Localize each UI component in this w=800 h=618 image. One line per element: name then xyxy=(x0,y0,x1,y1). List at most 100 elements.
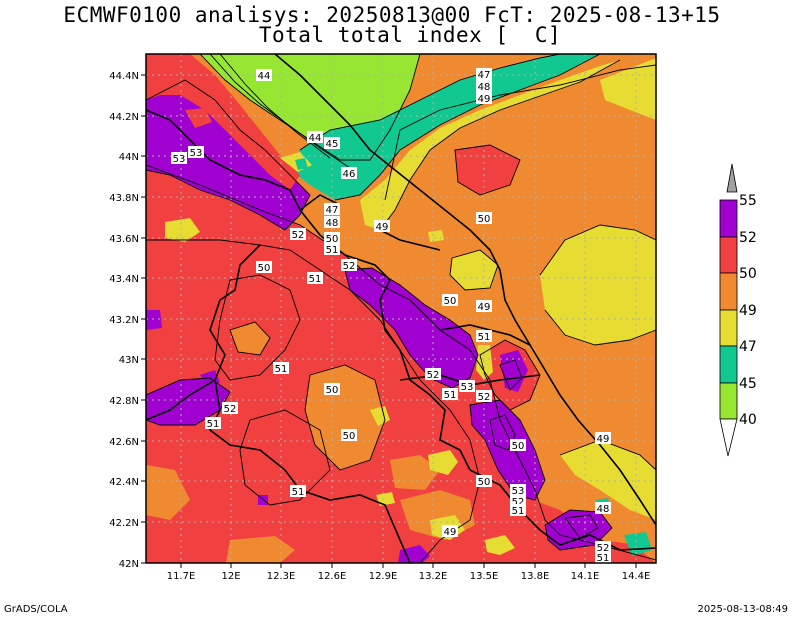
filled-contours xyxy=(146,54,656,563)
y-tick-label: 43.8N xyxy=(109,193,139,204)
svg-text:50: 50 xyxy=(326,234,339,245)
svg-text:51: 51 xyxy=(597,553,610,564)
legend-swatch-50-52 xyxy=(719,236,738,274)
svg-text:51: 51 xyxy=(512,506,525,517)
svg-text:50: 50 xyxy=(478,214,491,225)
legend-label: 52 xyxy=(739,230,757,246)
svg-text:50: 50 xyxy=(343,431,356,442)
svg-text:48: 48 xyxy=(326,218,339,229)
x-tick-label: 14.4E xyxy=(622,571,651,582)
y-tick-label: 42.4N xyxy=(109,477,139,488)
y-tick-label: 43.6N xyxy=(109,234,139,245)
svg-text:52: 52 xyxy=(224,404,237,415)
contour-label: 53 xyxy=(510,484,526,497)
contour-label: 51 xyxy=(290,485,306,498)
svg-text:50: 50 xyxy=(478,477,491,488)
x-tick-label: 12E xyxy=(221,571,240,582)
svg-text:51: 51 xyxy=(326,245,339,256)
svg-text:52: 52 xyxy=(343,261,356,272)
legend-label: 49 xyxy=(739,303,757,319)
contour-label: 53 xyxy=(171,152,187,165)
contour-label: 49 xyxy=(476,300,492,313)
svg-text:52: 52 xyxy=(512,497,525,508)
svg-text:44: 44 xyxy=(309,133,322,144)
contour-label: 45 xyxy=(324,137,340,150)
contour-label: 50 xyxy=(476,475,492,488)
svg-text:46: 46 xyxy=(343,169,356,180)
tick-marks xyxy=(141,74,637,568)
contour-label: 51 xyxy=(476,330,492,343)
contour-label: 51 xyxy=(273,362,289,375)
region-45-47 xyxy=(290,54,600,200)
svg-text:50: 50 xyxy=(444,296,457,307)
svg-text:51: 51 xyxy=(444,390,457,401)
contour-label: 49 xyxy=(374,220,390,233)
legend-label: 55 xyxy=(739,193,757,209)
svg-text:53: 53 xyxy=(461,382,474,393)
contour-label: 51 xyxy=(595,551,611,564)
svg-text:49: 49 xyxy=(376,222,389,233)
svg-text:51: 51 xyxy=(309,274,322,285)
contour-label: 50 xyxy=(256,261,272,274)
legend-swatch-47-49 xyxy=(719,309,738,347)
svg-text:51: 51 xyxy=(275,364,288,375)
y-tick-label: 44.4N xyxy=(109,71,139,82)
plot-frame xyxy=(145,53,657,564)
contour-label: 47 xyxy=(324,203,340,216)
map-subtitle: Total total index [ C] xyxy=(258,23,562,47)
contour-label: 49 xyxy=(476,92,492,105)
x-tick-label: 12.6E xyxy=(318,571,347,582)
legend-swatch-45-47 xyxy=(719,345,738,384)
contour-label: 50 xyxy=(442,294,458,307)
contour-label: 48 xyxy=(324,216,340,229)
legend-bottom-arrow xyxy=(719,418,738,457)
region-52-55 xyxy=(146,80,310,230)
contour-label: 47 xyxy=(476,68,492,81)
contour-label: 51 xyxy=(510,504,526,517)
legend-swatch-52-55 xyxy=(719,199,738,238)
svg-text:52: 52 xyxy=(597,543,610,554)
region-49-50 xyxy=(380,65,656,563)
contour-label: 50 xyxy=(324,383,340,396)
footer-timestamp: 2025-08-13-08:49 xyxy=(697,604,788,615)
svg-text:52: 52 xyxy=(427,370,440,381)
svg-text:51: 51 xyxy=(478,332,491,343)
y-tick-label: 42.2N xyxy=(109,518,139,529)
contour-label: 48 xyxy=(595,502,611,515)
y-tick-label: 44.2N xyxy=(109,112,139,123)
contour-label: 50 xyxy=(341,429,357,442)
legend-label: 45 xyxy=(739,376,757,392)
svg-text:48: 48 xyxy=(597,504,610,515)
map-title: ECMWF0100 analisys: 20250813@00 FcT: 202… xyxy=(63,3,721,27)
legend-label: 47 xyxy=(739,339,757,355)
contour-label: 50 xyxy=(324,232,340,245)
legend-swatch-49-50 xyxy=(719,272,738,311)
y-axis-labels: 44.4N 44.2N 44N 43.8N 43.6N 43.4N 43.2N … xyxy=(109,71,139,570)
contour-label: 50 xyxy=(510,439,526,452)
svg-text:50: 50 xyxy=(512,441,525,452)
y-tick-label: 42N xyxy=(119,559,139,570)
legend-top-arrow xyxy=(726,163,738,193)
svg-text:52: 52 xyxy=(292,230,305,241)
legend-labels: 55 52 50 49 47 45 40 xyxy=(739,193,757,428)
svg-text:48: 48 xyxy=(478,82,491,93)
x-tick-label: 12.3E xyxy=(267,571,296,582)
svg-text:51: 51 xyxy=(207,419,220,430)
svg-text:53: 53 xyxy=(173,154,186,165)
svg-text:53: 53 xyxy=(512,486,525,497)
contour-label: 50 xyxy=(476,212,492,225)
contour-label: 51 xyxy=(307,272,323,285)
contour-label: 52 xyxy=(290,228,306,241)
y-tick-label: 43.4N xyxy=(109,274,139,285)
contour-label: 44 xyxy=(256,69,272,82)
footer-credit: GrADS/COLA xyxy=(4,604,68,615)
legend-swatch-40-45 xyxy=(719,382,738,420)
x-tick-label: 12.9E xyxy=(369,571,398,582)
svg-text:47: 47 xyxy=(478,70,491,81)
color-legend xyxy=(719,163,738,457)
svg-text:53: 53 xyxy=(190,148,203,159)
contour-labels: 44 47 48 49 44 45 46 53 53 47 48 50 51 5… xyxy=(171,68,611,564)
y-tick-label: 43.2N xyxy=(109,315,139,326)
contour-label: 51 xyxy=(442,388,458,401)
